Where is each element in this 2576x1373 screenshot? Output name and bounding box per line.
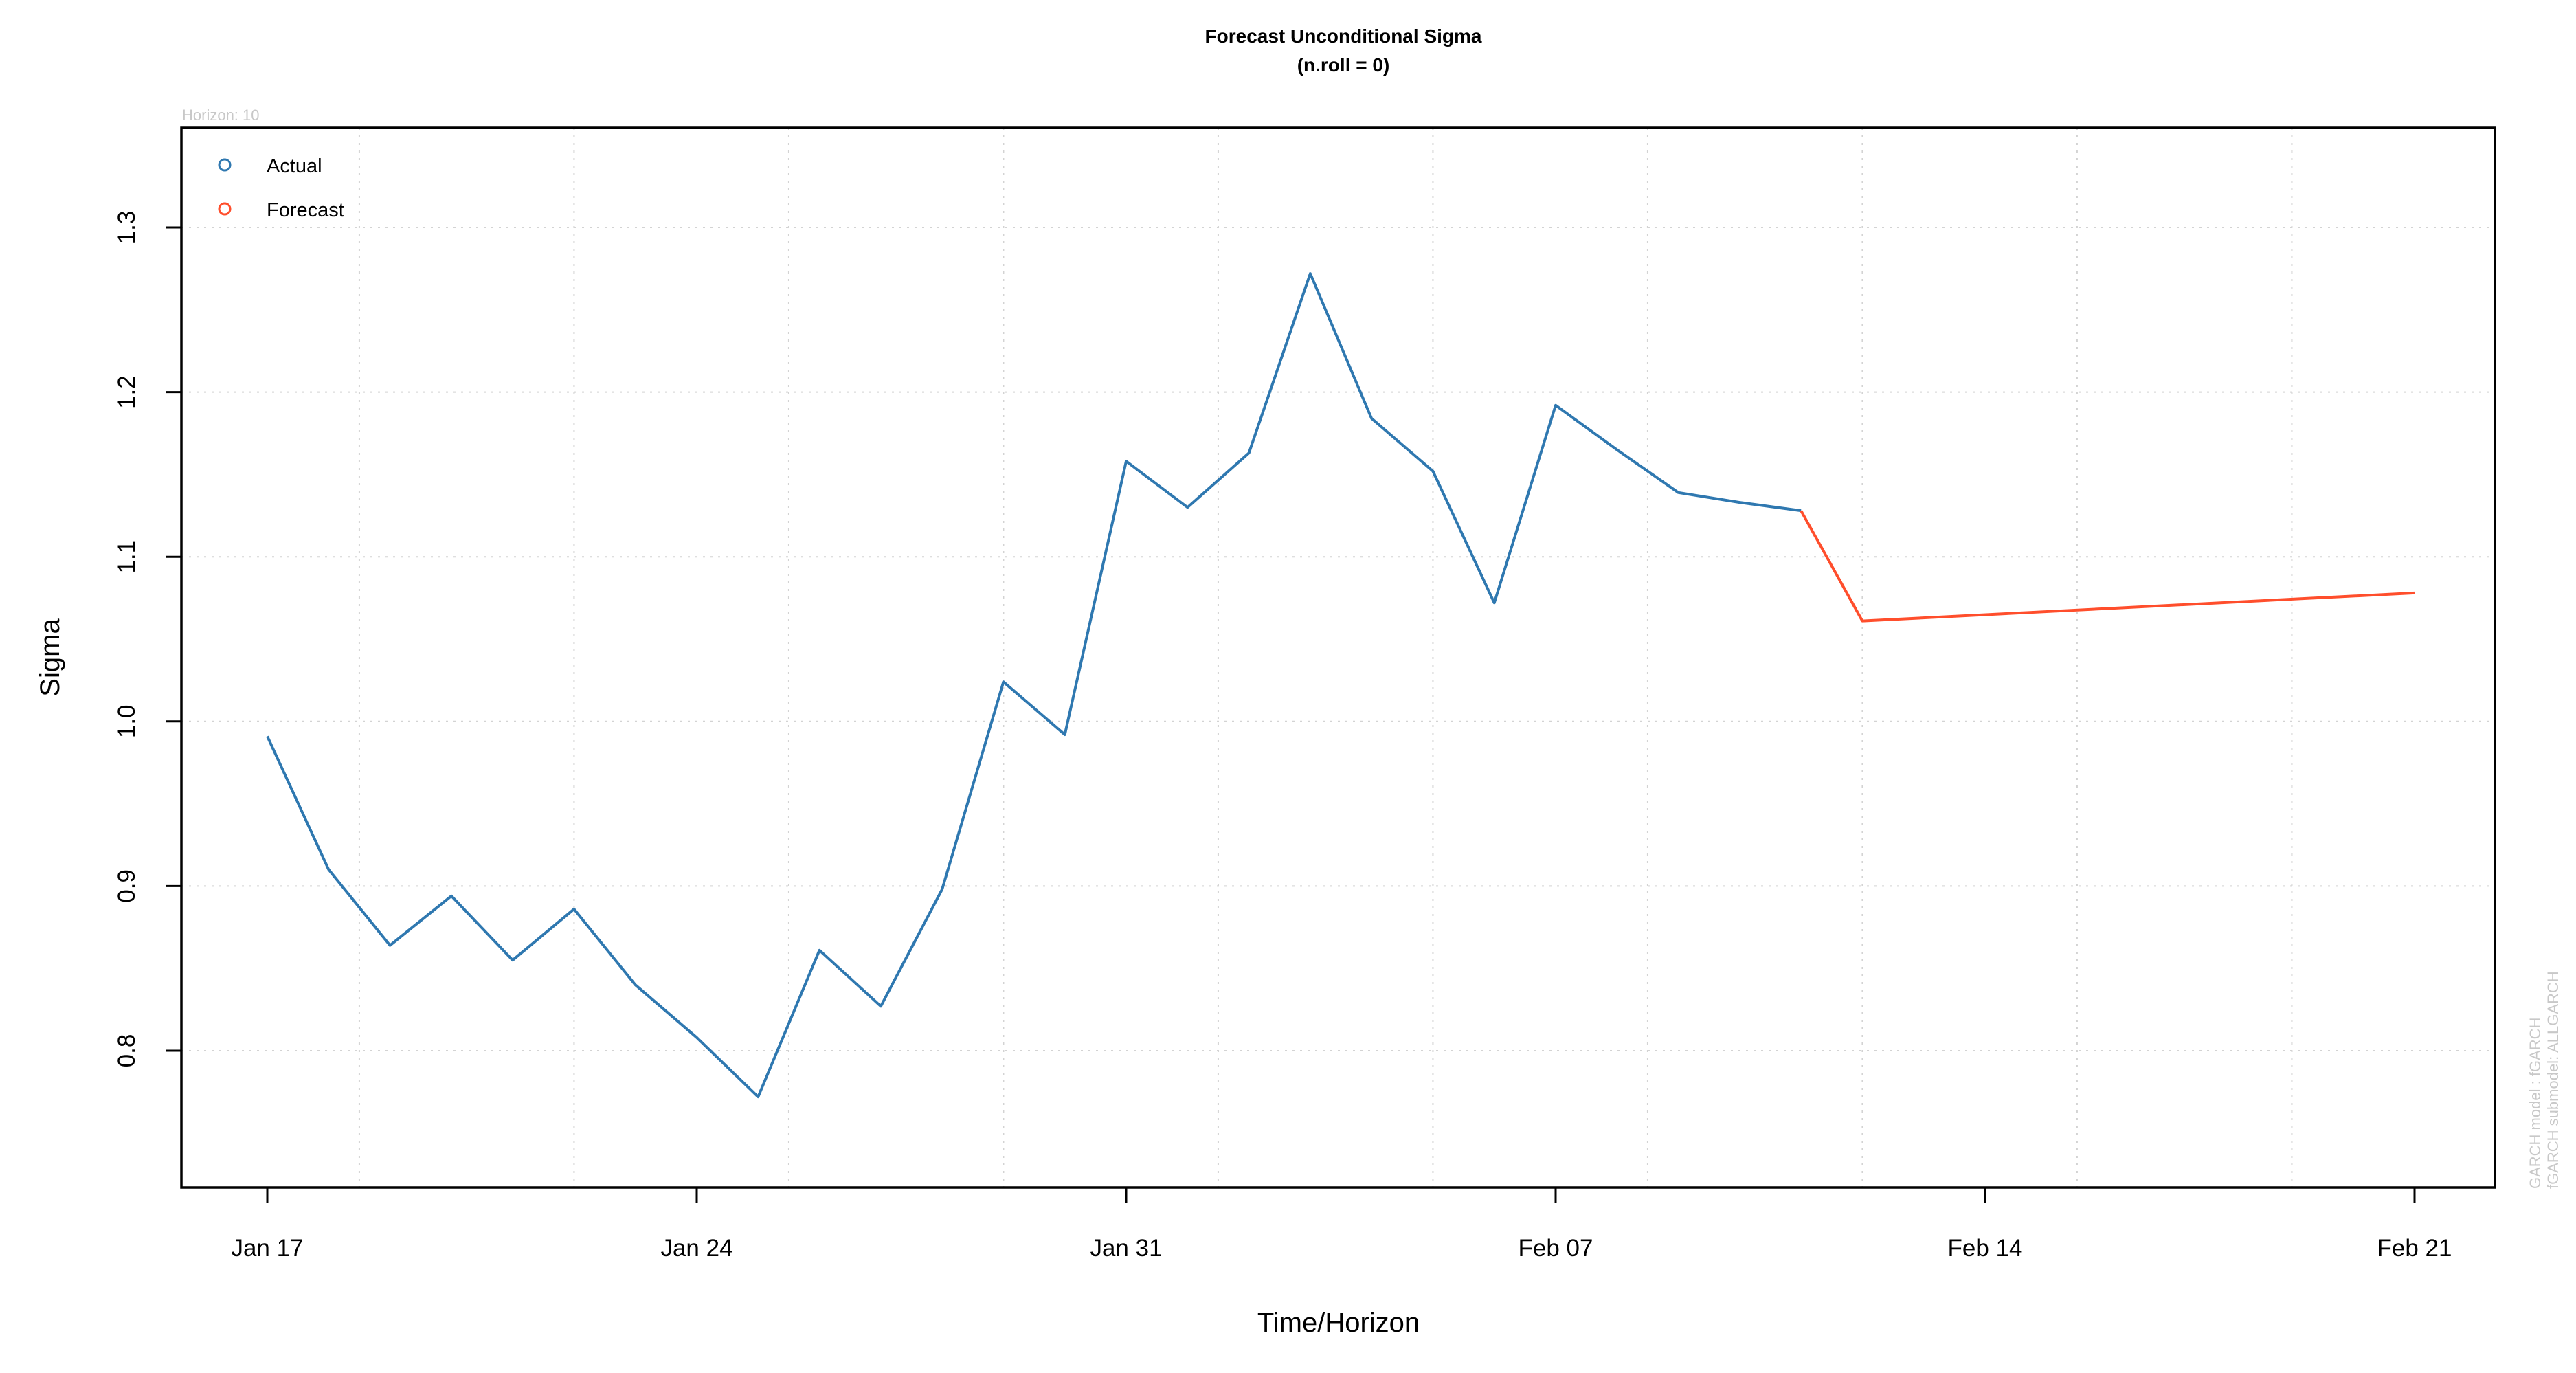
x-axis: Jan 17 Jan 24 Jan 31 Feb 07 Feb 14 Feb 21	[231, 1187, 2452, 1262]
x-tick-label-1: Jan 24	[660, 1235, 732, 1262]
chart-title: Forecast Unconditional Sigma	[1205, 25, 1482, 47]
legend-marker-actual	[218, 158, 232, 172]
y-tick-label-4: 1.2	[113, 375, 140, 409]
legend-marker-forecast	[218, 202, 232, 216]
y-axis: 0.8 0.9 1.0 1.1 1.2 1.3	[113, 211, 181, 1068]
y-tick-label-5: 1.3	[113, 211, 140, 245]
y-axis-label: Sigma	[35, 618, 65, 697]
y-tick-label-3: 1.1	[113, 540, 140, 574]
x-tick-label-5: Feb 21	[2377, 1235, 2452, 1262]
horizon-note: Horizon: 10	[182, 107, 260, 124]
legend-label-actual: Actual	[267, 155, 322, 177]
plot-frame	[180, 126, 2496, 1189]
x-tick-label-0: Jan 17	[231, 1235, 303, 1262]
x-axis-label: Time/Horizon	[1257, 1308, 1420, 1338]
y-tick-label-1: 0.9	[113, 869, 140, 903]
x-tick-label-3: Feb 07	[1519, 1235, 1593, 1262]
grid-layer	[181, 128, 2495, 1187]
chart-subtitle: (n.roll = 0)	[1297, 54, 1390, 76]
legend: Actual Forecast	[218, 155, 344, 221]
model-note-line-2: fGARCH submodel: ALLGARCH	[2544, 971, 2562, 1189]
series-layer	[266, 272, 2415, 1099]
model-note: GARCH model : fGARCH fGARCH submodel: AL…	[2527, 971, 2562, 1189]
legend-label-forecast: Forecast	[267, 199, 344, 221]
x-tick-label-2: Jan 31	[1090, 1235, 1162, 1262]
y-tick-label-2: 1.0	[113, 704, 140, 738]
series-line-forecast	[1800, 510, 2415, 623]
model-note-line-1: GARCH model : fGARCH	[2527, 1018, 2544, 1189]
x-tick-label-4: Feb 14	[1948, 1235, 2023, 1262]
y-tick-label-0: 0.8	[113, 1034, 140, 1068]
series-line-actual	[266, 272, 1802, 1099]
